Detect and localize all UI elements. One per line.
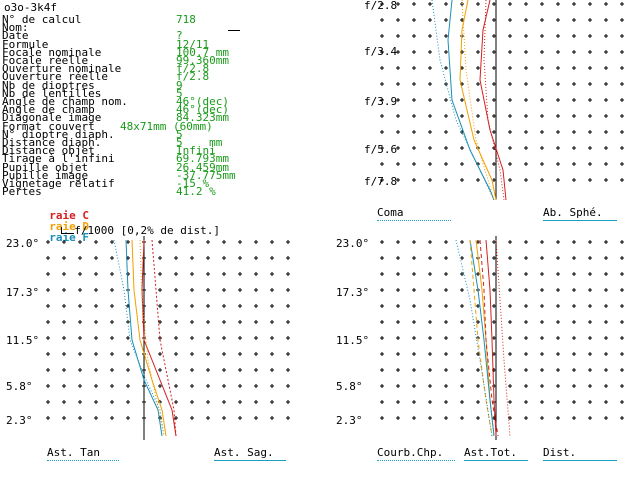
tick-label: 5.8°: [336, 380, 363, 393]
tick-label: 17.3°: [336, 286, 370, 299]
param-label: Vignetage relatif: [2, 177, 115, 190]
param-value: 718: [176, 13, 196, 26]
param-value: 46°(dec): [176, 103, 229, 117]
param-value: 5: [176, 127, 183, 141]
curve-c-dashed: [479, 239, 499, 437]
curve-d-dashed: [469, 239, 493, 437]
curve-c-dotted: [495, 239, 511, 437]
tab-ast-tot[interactable]: Ast.Tot.: [464, 446, 517, 459]
tick-label: 11.5°: [6, 334, 40, 347]
tab-courb-chp[interactable]: Courb.Chp.: [377, 446, 444, 459]
param-value: 12/11: [176, 37, 210, 51]
param-value: -15 %: [176, 177, 210, 190]
curve-c: [141, 239, 177, 437]
legend-f: raie F: [49, 231, 89, 244]
lens-title: o3o-3k4f: [4, 1, 57, 14]
tick-label: 2.3°: [336, 414, 363, 427]
tab-coma[interactable]: Coma: [377, 206, 404, 219]
tick-label: 2.3°: [6, 414, 33, 427]
param-label: Pupille image: [2, 168, 89, 182]
legend: raie C raie D raie F: [36, 199, 89, 243]
param-value: 48x71mm (60mm): [120, 119, 213, 133]
curve-f-dotted: [113, 239, 165, 437]
curve-d: [131, 239, 167, 437]
param-label: Formule: [2, 37, 49, 51]
param-label: Nb de dioptres: [2, 78, 95, 92]
tab-ast-tan-underline: [47, 460, 119, 461]
param-label: N° de calcul: [2, 13, 82, 26]
nom-marker-icon: [228, 22, 240, 31]
param-value: 46°(dec): [176, 95, 229, 108]
param-value: 5: [176, 86, 183, 100]
curve-c: [485, 239, 497, 437]
param-value: ?: [176, 29, 183, 43]
param-value: f/2.8: [176, 62, 210, 76]
scale-note: f/1000 [0,2% de dist.]: [48, 214, 220, 236]
tab-ast-sag[interactable]: Ast. Sag.: [214, 446, 274, 459]
param-label: Angle de champ: [2, 103, 95, 117]
curve-d: [459, 0, 497, 201]
curve-f-dotted: [455, 239, 493, 437]
curve-c-dotted: [483, 0, 505, 201]
tick-label: f/3.9: [364, 95, 398, 108]
tick-label: 23.0°: [336, 237, 370, 250]
legend-c: raie C: [49, 209, 89, 222]
tab-ast-sag-underline: [214, 460, 286, 461]
tick-label: 5.8°: [6, 380, 33, 393]
param-value: 84.323mm: [176, 111, 229, 125]
param-label: Format couvert: [2, 119, 95, 133]
param-label: Pertes: [2, 185, 42, 199]
param-label: Date: [2, 29, 29, 43]
param-value: 9: [176, 78, 183, 92]
param-value: 26.459mm: [176, 160, 229, 174]
param-label: Focale nominale: [2, 45, 102, 59]
param-value: 41.2 %: [176, 185, 216, 199]
curve-f: [447, 0, 495, 201]
param-value: 100.7 mm: [176, 45, 229, 59]
curve-f-dotted: [431, 0, 495, 201]
param-label: Tirage à l'infini: [2, 152, 115, 166]
curve-c: [479, 0, 507, 201]
param-label: Pupille objet: [2, 160, 89, 174]
tick-label: f/7.8: [364, 175, 398, 188]
param-label: Diagonale image: [2, 111, 102, 125]
param-label: Ouverture nominale: [2, 62, 122, 76]
tab-dist[interactable]: Dist.: [543, 446, 577, 459]
tick-label: f/5.6: [364, 143, 398, 156]
curve-f: [469, 239, 495, 437]
param-label: Distance objet: [2, 144, 95, 158]
tick-label: 11.5°: [336, 334, 370, 347]
param-value: Infini: [176, 144, 216, 158]
tab-courb-chp-underline: [377, 460, 455, 461]
param-label: Nom:: [2, 21, 29, 35]
tick-label: 23.0°: [6, 237, 40, 250]
tab-coma-underline: [377, 220, 451, 221]
tab-dist-underline: [543, 460, 617, 461]
tab-ast-tan[interactable]: Ast. Tan: [47, 446, 100, 459]
param-value: 5 mm: [176, 136, 223, 149]
tab-ab-sphe[interactable]: Ab. Sphé.: [543, 206, 603, 219]
param-label: Angle de champ nom.: [2, 95, 128, 108]
param-label: Distance diaph.: [2, 136, 102, 149]
scale-bar-icon: [61, 227, 75, 234]
legend-d: raie D: [49, 220, 89, 233]
curve-f: [125, 239, 163, 437]
tick-label: f/2.8: [364, 0, 398, 12]
param-value: 99.360mm: [176, 54, 229, 67]
tick-label: 17.3°: [6, 286, 40, 299]
param-value: 69.793mm: [176, 152, 229, 166]
tab-ast-tot-underline: [464, 460, 528, 461]
curve-d-dotted: [139, 239, 165, 437]
tab-ab-sphe-underline: [543, 220, 617, 221]
param-label: Focale réelle: [2, 54, 89, 67]
curve-d-dotted: [461, 0, 495, 201]
curve-c-dashed: [151, 239, 177, 437]
param-label: Nb de lentilles: [2, 86, 102, 100]
param-label: Ouverture réelle: [2, 70, 108, 84]
param-value: f/2.8: [176, 70, 210, 84]
param-value: -37.775mm: [176, 168, 236, 182]
param-label: N° dioptre diaph.: [2, 127, 115, 141]
